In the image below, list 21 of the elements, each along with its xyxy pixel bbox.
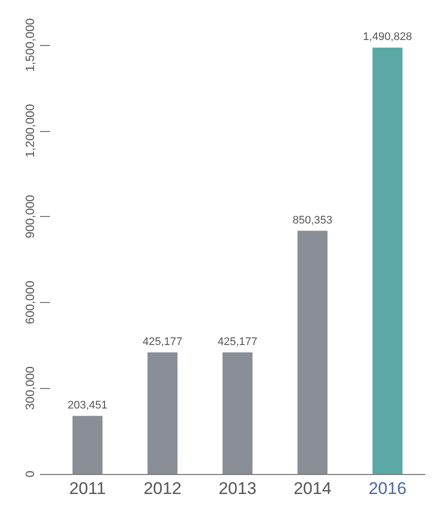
y-tick-label: 1,200,000 <box>23 104 37 158</box>
y-tick-label: 300,000 <box>23 366 37 410</box>
bar <box>298 230 328 474</box>
bar <box>148 352 178 474</box>
x-tick-label: 2012 <box>144 479 182 498</box>
x-tick-label: 2013 <box>218 479 256 498</box>
data-label: 850,353 <box>292 214 332 226</box>
y-tick-label: 600,000 <box>23 280 37 324</box>
bar <box>372 48 402 474</box>
bar <box>72 416 102 474</box>
y-tick-label: 1,500,000 <box>23 18 37 72</box>
data-label: 425,177 <box>142 336 182 348</box>
y-tick-label: 0 <box>23 470 37 478</box>
x-tick-label: 2016 <box>368 479 406 498</box>
x-tick-label: 2014 <box>294 479 332 498</box>
data-label: 1,490,828 <box>363 31 412 44</box>
y-tick-label: 900,000 <box>23 194 37 238</box>
bar <box>222 352 252 474</box>
x-tick-label: 2011 <box>69 479 106 498</box>
data-label: 203,451 <box>68 399 108 412</box>
data-label: 425,177 <box>218 336 258 348</box>
